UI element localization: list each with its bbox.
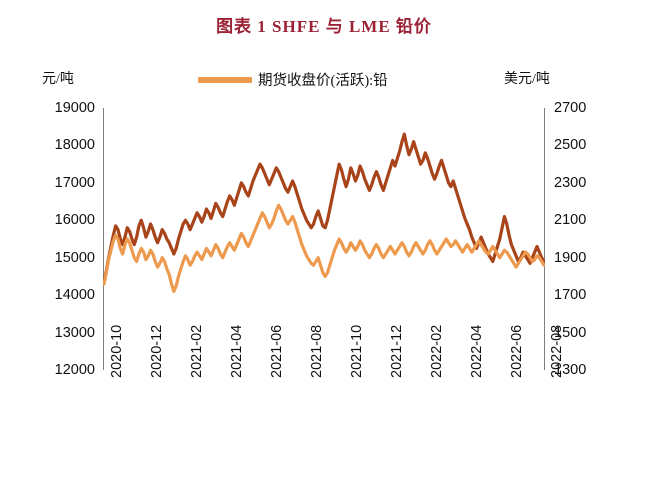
- y-axis-tick-label: 17000: [54, 174, 95, 191]
- chart-legend: 期货收盘价(活跃):铅: [198, 69, 388, 90]
- x-axis-tick-label: 2021-06: [269, 324, 285, 378]
- y-axis-tick-label: 13000: [54, 324, 95, 341]
- y2-axis-tick-label: 1700: [554, 287, 587, 304]
- x-axis-tick-label: 2020-10: [109, 324, 125, 378]
- x-axis-tick-label: 2021-04: [229, 324, 245, 378]
- y2-axis-tick-label: 1500: [554, 324, 587, 341]
- plot-area: [103, 108, 545, 370]
- y2-axis-tick-label: 2300: [554, 174, 587, 191]
- legend-label-shfe: 期货收盘价(活跃):铅: [258, 73, 388, 89]
- page-title: 图表 1 SHFE 与 LME 铅价: [216, 17, 432, 36]
- legend-swatch-shfe: [198, 76, 252, 83]
- x-axis-tick-label: 2022-02: [429, 324, 445, 378]
- plot-svg: [103, 108, 545, 370]
- x-axis-tick-label: 2022-04: [469, 324, 485, 378]
- y-axis-tick-label: 18000: [54, 137, 95, 154]
- y2-axis-tick-label: 1300: [554, 362, 587, 378]
- y2-axis-tick-label: 2100: [554, 212, 587, 229]
- y-axis-tick-label: 15000: [54, 249, 95, 266]
- y-axis-tick-label: 12000: [54, 362, 95, 378]
- x-axis-tick-label: 2021-08: [309, 324, 325, 378]
- y2-axis-tick-label: 2500: [554, 137, 587, 154]
- y-axis-tick-label: 19000: [54, 100, 95, 116]
- x-axis-tick-label: 2021-10: [349, 324, 365, 378]
- left-axis-unit-label: 元/吨: [42, 72, 74, 87]
- x-axis-tick-label: 2021-12: [389, 324, 405, 378]
- y2-axis-tick-label: 1900: [554, 249, 587, 266]
- y2-axis-tick-label: 2700: [554, 100, 587, 116]
- y-axis-tick-label: 16000: [54, 212, 95, 229]
- x-axis-tick-label: 2020-12: [149, 324, 165, 378]
- right-axis-unit-label: 美元/吨: [504, 72, 550, 87]
- x-axis-tick-label: 2022-06: [509, 324, 525, 378]
- x-axis-tick-label: 2021-02: [189, 324, 205, 378]
- y-axis-tick-label: 14000: [54, 287, 95, 304]
- x-axis-tick-label: 2022-08: [549, 324, 565, 378]
